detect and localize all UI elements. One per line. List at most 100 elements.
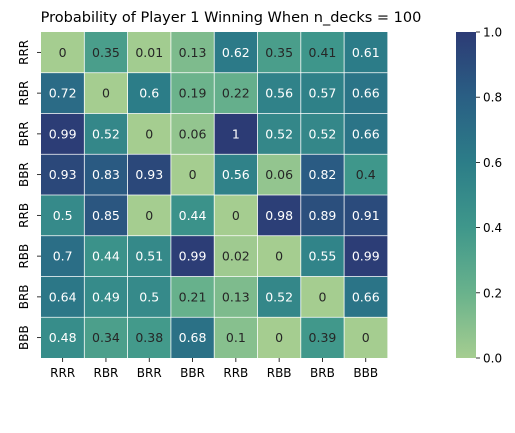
colorbar-gradient [456,32,476,358]
cell-value-label: 0.56 [265,86,293,101]
heatmap-cell [84,235,128,277]
cell-value-label: 0.06 [265,167,293,182]
cell-value-label: 0 [275,330,283,345]
cell-value-label: 0.98 [265,208,293,223]
x-tick-label: RRR [50,366,75,380]
heatmap-cell [84,154,128,195]
cell-value-label: 0.21 [179,289,207,304]
cell-value-label: 0.13 [222,289,250,304]
cell-value-label: 0.52 [265,289,293,304]
heatmap-cell [214,276,258,318]
cell-value-label: 0.68 [179,330,207,345]
heatmap-cell [300,195,345,236]
heatmap-cell [344,317,388,358]
cell-value-label: 0.56 [222,167,250,182]
cell-value-label: 0.38 [135,330,163,345]
cell-value-label: 0 [102,86,110,101]
heatmap-cell [41,195,85,236]
colorbar-tick-label: 0.8 [483,91,502,105]
heatmap-cell [257,154,301,195]
cell-value-label: 0.52 [309,126,337,141]
heatmap-cell [127,235,171,277]
cell-value-label: 0.5 [139,289,159,304]
heatmap-cells: 0 0.35 0.01 0.13 0.62 0.35 0.41 0.610.72 0 0.6 0.1… [41,32,388,358]
cell-grid-lines [41,32,388,358]
colorbar-tick-label: 0.6 [483,156,502,170]
cell-value-label: 0.55 [309,249,337,264]
cell-value-label: 0.19 [179,86,207,101]
cell-value-label: 0.34 [92,330,120,345]
heatmap-cell [41,113,85,155]
cell-value-label: 0.48 [49,330,77,345]
heatmap-cell [170,276,215,318]
cell-value-label: 0.61 [352,45,380,60]
heatmap-cell [41,235,85,277]
y-tick-label: RBR [17,81,31,106]
heatmap-cell [300,72,345,114]
heatmap-cell [170,72,215,114]
cell-value-label: 0.57 [309,86,337,101]
y-tick-label: BBB [17,325,31,350]
cell-value-label: 0.64 [49,289,77,304]
x-tick-label: RRB [223,366,248,380]
heatmap-cell [257,72,301,114]
heatmap-cell [214,32,258,73]
heatmap-cell [127,195,171,236]
cell-value-label: 0.82 [309,167,337,182]
cell-value-label: 0.41 [309,45,337,60]
x-tick-label: BBB [353,366,378,380]
colorbar-tick-label: 0.0 [483,352,502,366]
cell-value-label: 0.66 [352,289,380,304]
cell-value-label: 0.5 [53,208,73,223]
cell-value-label: 0 [362,330,370,345]
cell-value-label: 0.49 [92,289,120,304]
y-tick-label: RBB [17,244,31,269]
colorbar: 0.0 0.2 0.4 0.6 0.8 1.0 [456,26,502,366]
heatmap-cell [257,317,301,358]
heatmap-cell [170,32,215,73]
cell-value-label: 0.66 [352,126,380,141]
colorbar-tick-label: 0.2 [483,286,502,300]
heatmap-cell [300,32,345,73]
heatmap-cell [41,72,85,114]
heatmap-cell [170,195,215,236]
x-tick-label: RBR [93,366,118,380]
heatmap-cell [344,195,388,236]
heatmap-cell [127,154,171,195]
cell-value-label: 0 [59,45,67,60]
heatmap-cell [257,113,301,155]
cell-value-label: 0.44 [179,208,207,223]
cell-value-label: 0.1 [226,330,246,345]
heatmap-cell [214,113,258,155]
cell-value-label: 0.6 [139,86,159,101]
cell-value-label: 0 [145,126,153,141]
heatmap-cell [344,154,388,195]
cell-value-label: 0.72 [49,86,77,101]
heatmap-cell [170,113,215,155]
heatmap-cell [41,317,85,358]
heatmap-cell [344,235,388,277]
heatmap-cell [170,154,215,195]
heatmap-cell [344,72,388,114]
cell-value-label: 0.99 [352,249,380,264]
cell-value-label: 0.52 [92,126,120,141]
cell-value-label: 0.35 [92,45,120,60]
y-tick-label: RRR [17,40,31,65]
heatmap-cell [257,235,301,277]
heatmap-cell [257,32,301,73]
heatmap-cell [300,113,345,155]
cell-value-label: 0.52 [265,126,293,141]
heatmap-cell [84,195,128,236]
heatmap-cell [84,276,128,318]
heatmap-cell [214,72,258,114]
heatmap-cell [41,154,85,195]
cell-value-label: 0.66 [352,86,380,101]
heatmap-cell [257,195,301,236]
heatmap-cell [127,113,171,155]
heatmap-cell [170,317,215,358]
colorbar-tick-label: 1.0 [483,26,502,40]
heatmap-cell [344,32,388,73]
cell-value-label: 0.89 [309,208,337,223]
heatmap-cell [344,113,388,155]
